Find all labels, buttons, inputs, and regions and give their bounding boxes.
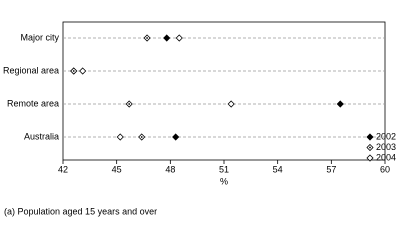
dot [70, 67, 78, 75]
marker-shape [172, 133, 180, 141]
dot [79, 67, 87, 75]
y-tick-label: Regional area [3, 65, 59, 75]
marker-shape [366, 133, 374, 141]
marker-dot [369, 146, 371, 149]
x-tick-label: 57 [326, 164, 336, 174]
dot [138, 133, 146, 141]
x-tick-label: 60 [380, 164, 390, 174]
marker-dot [140, 136, 143, 138]
x-tick-label: 45 [112, 164, 122, 174]
marker-shape [79, 67, 87, 75]
y-tick-label: Australia [24, 131, 59, 141]
x-axis-label: % [220, 176, 228, 186]
dot [116, 133, 124, 141]
marker-dot [128, 103, 131, 105]
legend-label: 2004 [376, 152, 396, 162]
legend-label: 2003 [376, 142, 396, 152]
dot [227, 100, 235, 108]
marker-shape [175, 34, 183, 42]
footnote: (a) Population aged 15 years and over [4, 206, 157, 216]
marker-shape [116, 133, 124, 141]
dot [143, 34, 151, 42]
marker-shape [163, 34, 171, 42]
x-tick-label: 54 [273, 164, 283, 174]
marker-dot [72, 70, 75, 72]
dot [175, 34, 183, 42]
dot [172, 133, 180, 141]
marker-shape [366, 154, 374, 162]
dot [336, 100, 344, 108]
legend-marker [366, 143, 374, 152]
legend-marker [366, 154, 374, 162]
marker-dot [146, 37, 148, 39]
marker-shape [336, 100, 344, 108]
dot [163, 34, 171, 42]
legend-label: 2002 [376, 131, 396, 141]
plot-frame [62, 21, 386, 161]
dot [125, 100, 133, 108]
y-tick-label: Major city [20, 32, 59, 42]
x-tick-label: 51 [219, 164, 229, 174]
x-tick-label: 42 [58, 164, 68, 174]
chart: % (a) Population aged 15 years and over … [3, 21, 396, 216]
x-tick-label: 48 [165, 164, 175, 174]
y-tick-label: Remote area [7, 98, 59, 108]
legend-marker [366, 133, 374, 141]
marker-shape [227, 100, 235, 108]
